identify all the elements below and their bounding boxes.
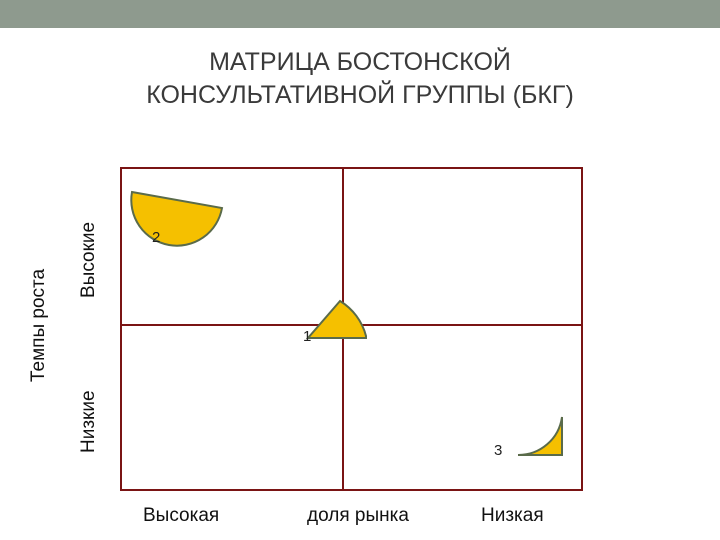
- item-2-sector: [130, 190, 224, 247]
- item-1-label: 1: [303, 328, 312, 345]
- matrix-frame: [120, 167, 583, 491]
- item-1-sector: [305, 299, 367, 339]
- item-2-label: 2: [152, 229, 161, 246]
- top-bar: [0, 0, 720, 28]
- x-label-low: Низкая: [481, 505, 544, 526]
- slide-title: МАТРИЦА БОСТОНСКОЙ КОНСУЛЬТАТИВНОЙ ГРУПП…: [60, 46, 660, 112]
- x-label-high: Высокая: [143, 505, 220, 526]
- x-axis-title: доля рынка: [307, 505, 409, 526]
- title-line-1: МАТРИЦА БОСТОНСКОЙ: [209, 48, 511, 76]
- item-3-label: 3: [494, 442, 503, 459]
- title-line-2: КОНСУЛЬТАТИВНОЙ ГРУППЫ (БКГ): [146, 81, 574, 109]
- item-3-sector: [517, 416, 563, 457]
